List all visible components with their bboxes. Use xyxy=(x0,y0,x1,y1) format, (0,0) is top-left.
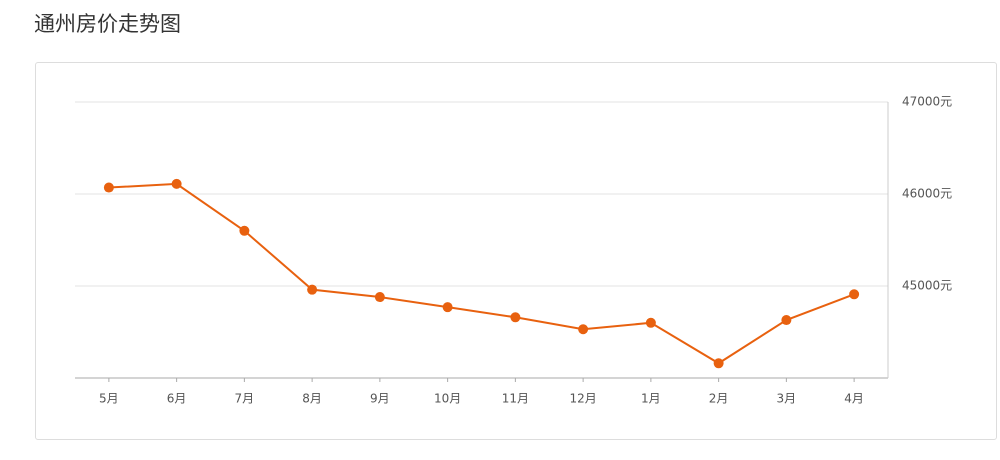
point xyxy=(510,312,521,323)
point xyxy=(645,317,656,328)
point xyxy=(374,292,385,303)
x-tick-label: 9月 xyxy=(370,392,390,406)
point xyxy=(307,284,318,295)
x-tick-label: 11月 xyxy=(502,392,529,406)
x-tick-label: 3月 xyxy=(777,392,797,406)
x-tick-label: 5月 xyxy=(99,392,119,406)
x-tick-label: 2月 xyxy=(709,392,729,406)
point xyxy=(849,289,860,300)
point xyxy=(103,182,114,193)
point xyxy=(442,302,453,313)
point xyxy=(578,324,589,335)
page-title: 通州房价走势图 xyxy=(34,12,181,36)
x-tick-label: 8月 xyxy=(302,392,322,406)
y-tick-label: 46000元 xyxy=(902,187,952,201)
y-tick-label: 45000元 xyxy=(902,279,952,293)
point xyxy=(713,358,724,369)
x-tick-label: 1月 xyxy=(641,392,661,406)
point xyxy=(171,178,182,189)
x-tick-label: 7月 xyxy=(235,392,255,406)
x-tick-label: 10月 xyxy=(434,392,461,406)
line xyxy=(108,182,855,365)
x-tick-label: 12月 xyxy=(569,392,596,406)
x-tick-label: 4月 xyxy=(844,392,864,406)
x-tick-label: 6月 xyxy=(167,392,187,406)
point xyxy=(781,315,792,326)
y-tick-label: 47000元 xyxy=(902,95,952,109)
chart-panel xyxy=(35,62,997,440)
point xyxy=(239,225,250,236)
